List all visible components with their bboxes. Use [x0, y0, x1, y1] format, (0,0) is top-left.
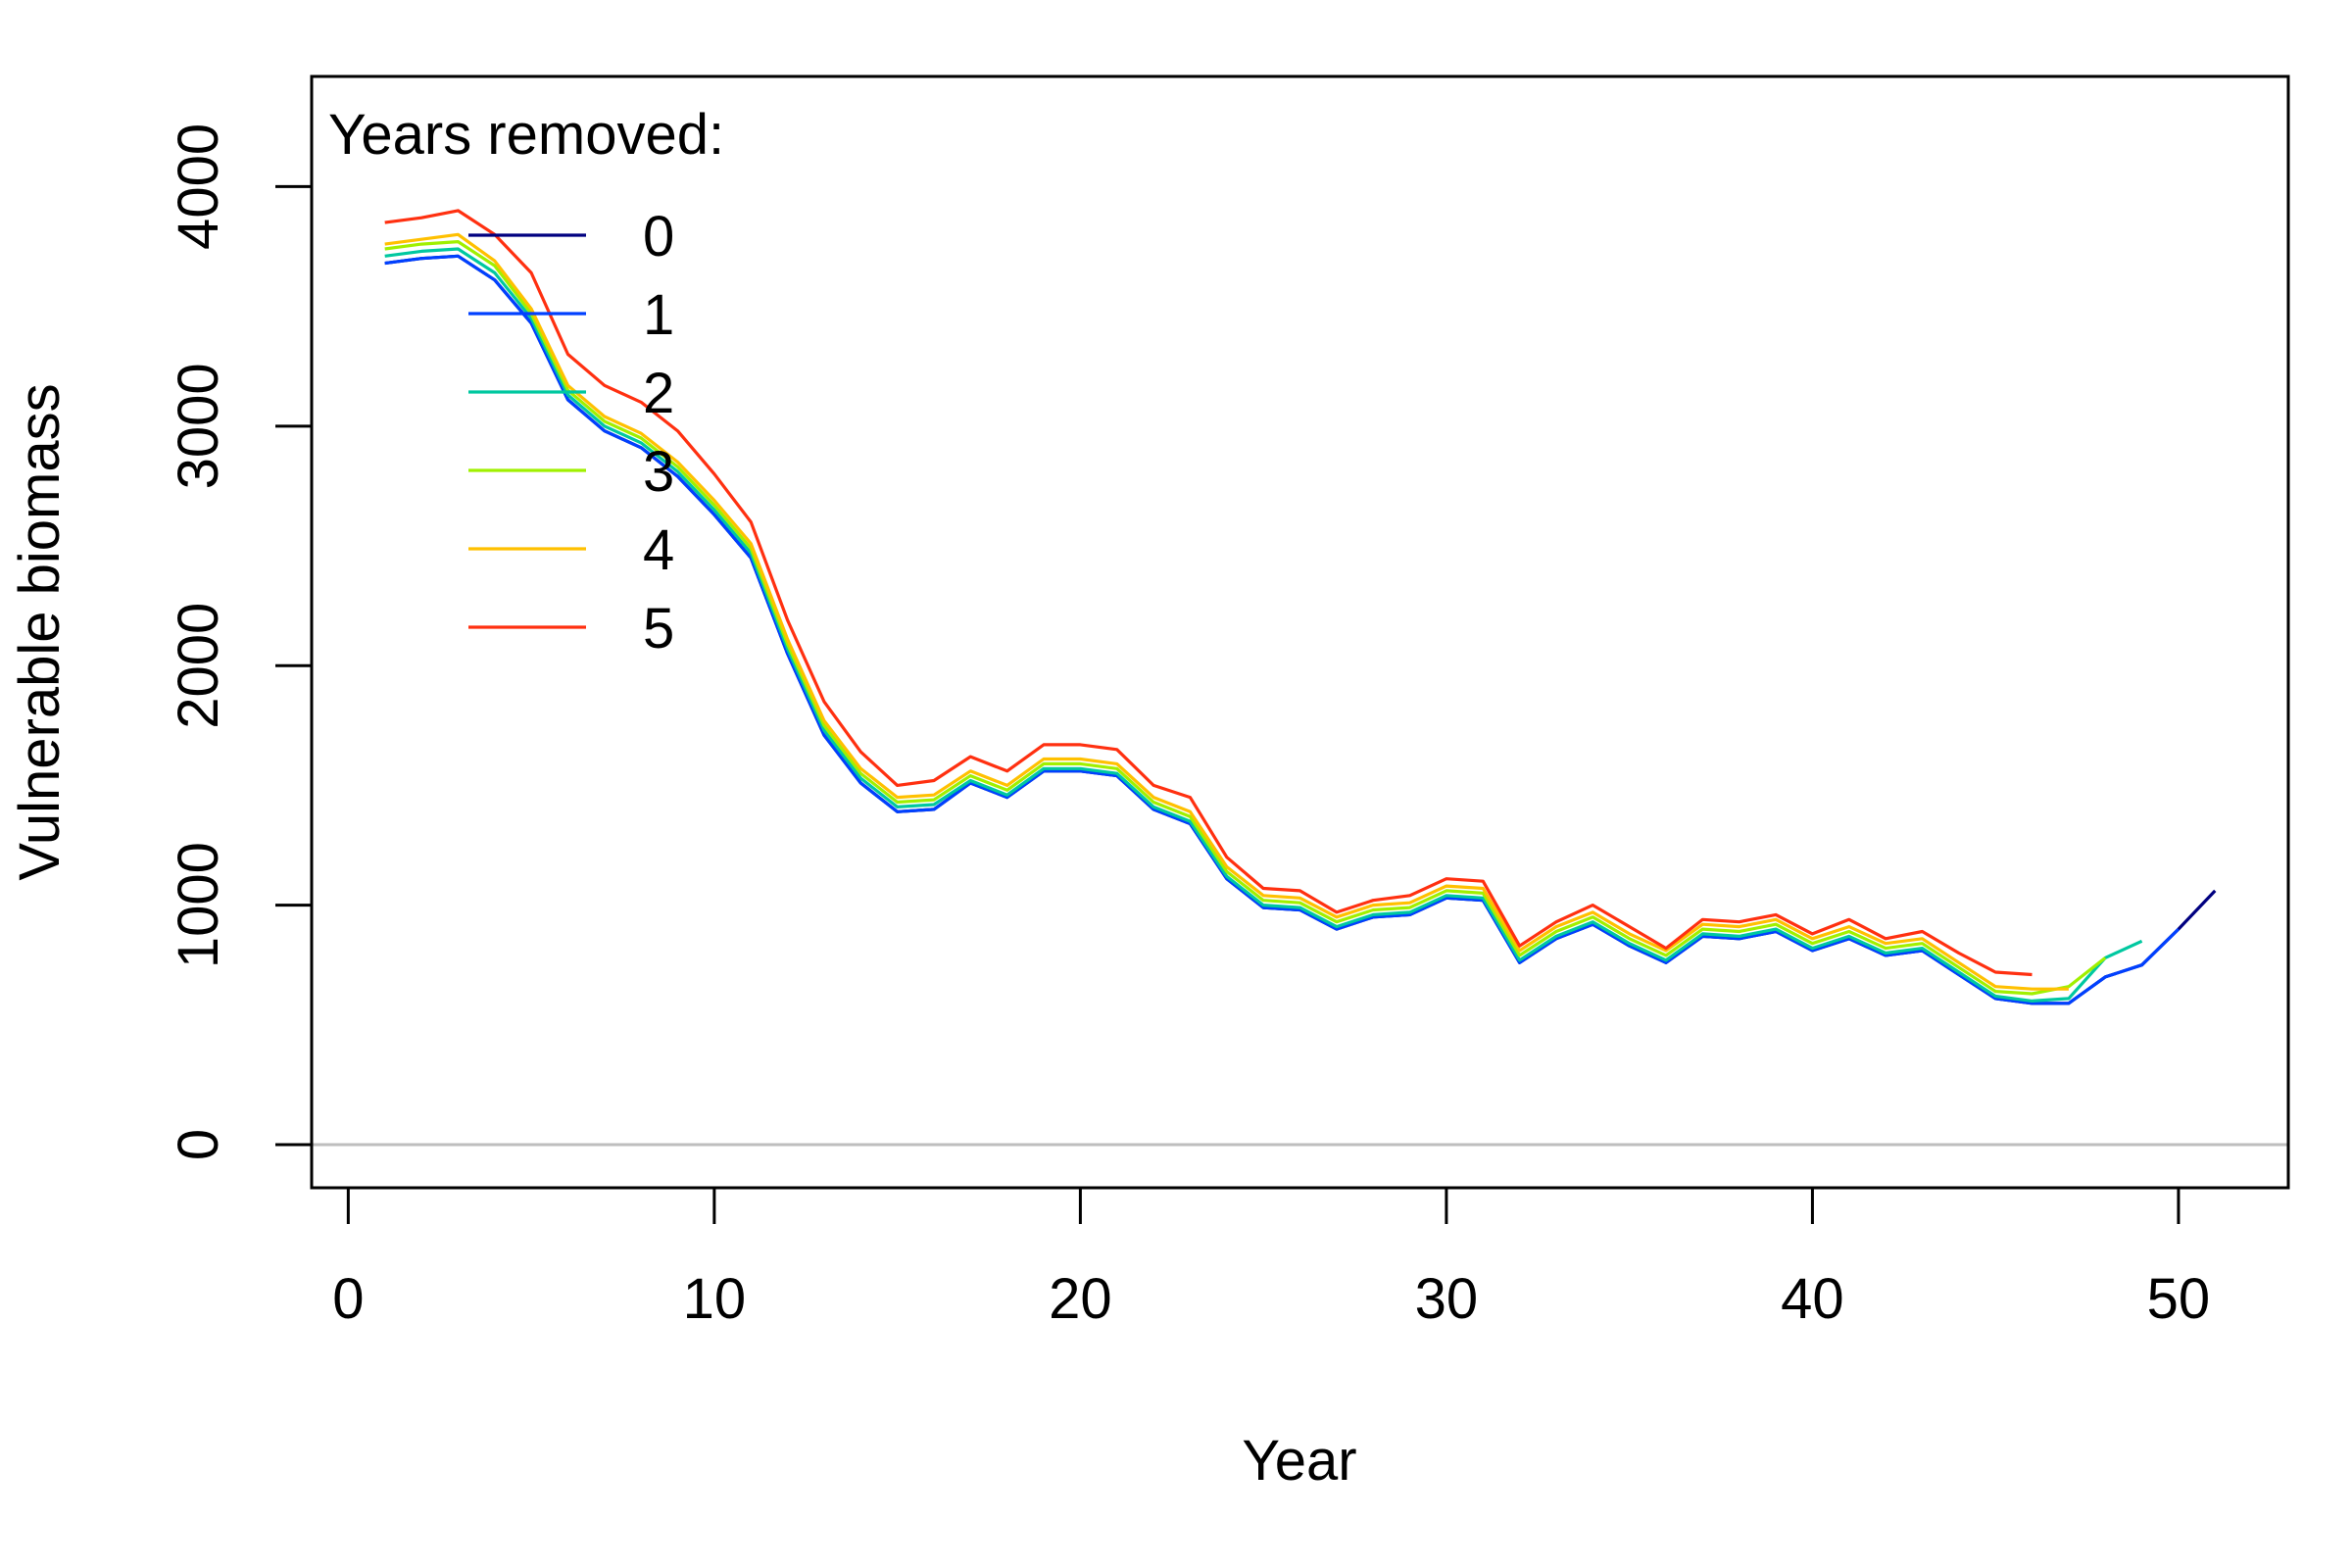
series-line-3	[384, 240, 2107, 996]
legend-label-0: 0	[643, 205, 674, 269]
x-axis-label: Year	[1242, 1429, 1356, 1493]
legend: Years removed: 0 1 2 3 4 5	[328, 103, 724, 661]
legend-label-2: 2	[643, 362, 674, 425]
x-tick-label: 20	[1049, 1267, 1112, 1331]
x-tick-label: 10	[683, 1267, 747, 1331]
legend-label-1: 1	[643, 283, 674, 347]
y-tick-label: 0	[167, 1129, 230, 1160]
legend-label-4: 4	[643, 518, 674, 582]
x-tick-label: 40	[1781, 1267, 1844, 1331]
legend-label-3: 3	[643, 440, 674, 504]
legend-title: Years removed:	[328, 103, 724, 167]
legend-label-5: 5	[643, 597, 674, 661]
y-tick-label: 1000	[167, 842, 230, 968]
y-axis-label: Vulnerable biomass	[8, 383, 72, 880]
series-line-5	[384, 209, 2033, 977]
x-tick-label: 30	[1415, 1267, 1479, 1331]
series-line-2	[384, 247, 2143, 1004]
series-layer	[384, 209, 2217, 1005]
y-tick-label: 4000	[167, 123, 230, 250]
y-tick-label: 2000	[167, 603, 230, 729]
x-tick-label: 50	[2147, 1267, 2211, 1331]
series-line-1	[384, 254, 2180, 1005]
y-axis: 0 1000 2000 3000 4000	[167, 123, 314, 1160]
series-line-4	[384, 232, 2069, 991]
y-tick-label: 3000	[167, 363, 230, 489]
x-tick-label: 0	[332, 1267, 364, 1331]
x-axis: 0 10 20 30 40 50	[332, 1186, 2211, 1331]
